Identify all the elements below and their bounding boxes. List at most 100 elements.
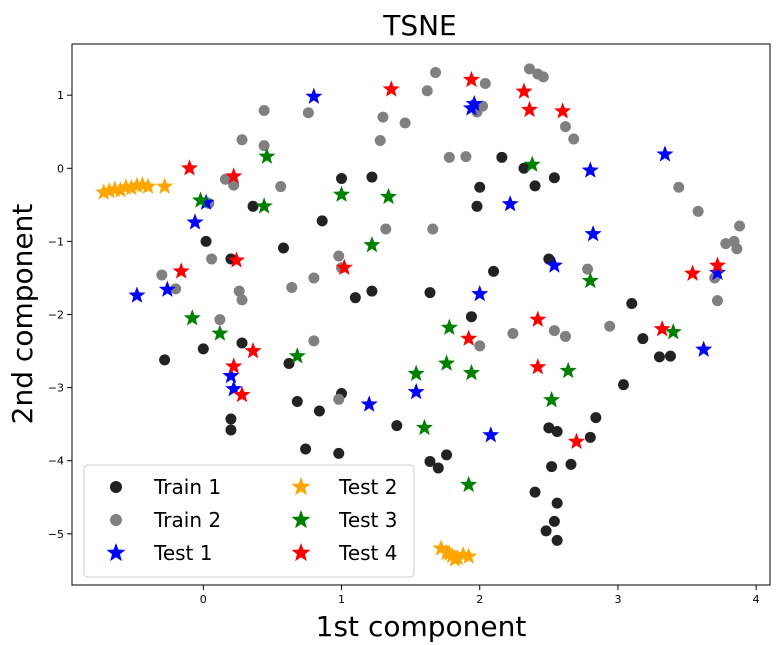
data-point-train-2 (214, 314, 226, 326)
data-point-test-1 (360, 395, 378, 412)
data-point-test-4 (653, 320, 671, 337)
data-point-test-3 (438, 354, 456, 371)
data-point-train-1 (291, 395, 303, 407)
data-point-train-2 (443, 151, 455, 163)
data-point-test-3 (379, 187, 398, 205)
data-point-train-2 (333, 393, 345, 405)
data-point-train-2 (275, 181, 287, 193)
legend-label: Test 3 (338, 508, 397, 532)
legend: Train 1 Train 2 Test 1 Test 2 Test 3 Test 4 (83, 464, 415, 578)
data-point-train-1 (200, 235, 212, 247)
data-point-train-2 (582, 263, 594, 275)
legend-marker (106, 543, 126, 562)
legend-label: Test 1 (153, 541, 212, 565)
data-point-test-1 (545, 256, 563, 273)
data-point-train-2 (711, 295, 723, 307)
data-point-train-2 (604, 320, 616, 332)
data-point-train-2 (559, 121, 571, 133)
data-point-test-4 (529, 358, 547, 375)
data-point-test-3 (543, 391, 561, 408)
data-point-test-4 (567, 432, 586, 449)
legend-box (83, 464, 415, 578)
x-tick-label: 2 (476, 593, 483, 606)
data-point-test-4 (227, 251, 246, 268)
data-point-train-2 (548, 325, 560, 337)
data-point-test-1 (501, 195, 519, 212)
data-point-test-2 (95, 183, 113, 200)
series-test-2 (95, 176, 478, 567)
x-tick-label: 1 (338, 593, 345, 606)
data-point-train-2 (427, 223, 439, 235)
data-point-test-3 (183, 309, 201, 326)
series-train-2 (156, 63, 746, 405)
data-point-test-2 (122, 179, 140, 196)
data-point-train-2 (568, 133, 580, 145)
data-point-train-1 (551, 425, 563, 437)
y-axis-label: 2nd component (6, 204, 39, 425)
series-train-1 (159, 151, 676, 546)
data-point-train-2 (286, 281, 298, 293)
data-point-train-1 (432, 462, 444, 474)
data-point-train-2 (430, 67, 442, 79)
data-point-test-3 (460, 475, 478, 493)
data-point-test-4 (684, 264, 702, 281)
series-test-1 (128, 87, 727, 443)
data-point-train-1 (546, 461, 558, 473)
data-point-test-2 (432, 539, 450, 556)
data-point-train-1 (543, 422, 555, 434)
data-marks (95, 63, 746, 567)
data-point-test-4 (708, 256, 727, 273)
data-point-train-1 (551, 497, 563, 509)
y-tick-label: 0 (57, 162, 64, 175)
data-point-train-1 (584, 431, 596, 443)
legend-marker (110, 481, 122, 493)
y-tick-label: −2 (48, 309, 64, 322)
data-point-train-2 (333, 250, 345, 262)
data-point-train-1 (637, 333, 649, 345)
data-point-test-3 (258, 147, 276, 164)
data-point-train-1 (653, 351, 665, 363)
legend-marker (291, 510, 311, 529)
data-point-test-3 (415, 418, 434, 436)
data-point-test-4 (225, 167, 243, 184)
data-point-train-1 (197, 343, 209, 355)
data-point-train-2 (399, 117, 411, 129)
data-point-test-2 (111, 181, 129, 198)
data-point-train-2 (219, 173, 231, 185)
data-point-train-2 (720, 238, 732, 250)
plot-frame (71, 43, 771, 586)
data-point-test-4 (180, 159, 199, 176)
data-point-test-1 (482, 426, 500, 443)
legend-marker (110, 514, 122, 526)
data-point-test-1 (695, 340, 713, 357)
data-point-test-3 (211, 324, 229, 341)
data-point-train-1 (465, 311, 477, 323)
data-point-train-2 (233, 285, 245, 297)
data-point-test-2 (156, 177, 174, 194)
x-axis-label: 1st component (316, 610, 527, 643)
data-point-train-1 (366, 285, 378, 297)
data-point-test-2 (139, 177, 157, 194)
data-point-test-1 (407, 382, 425, 400)
data-point-test-4 (382, 80, 400, 97)
data-point-test-3 (523, 155, 541, 172)
data-point-test-2 (460, 547, 478, 564)
data-point-train-1 (565, 458, 577, 470)
data-point-test-3 (191, 191, 210, 208)
data-point-test-4 (335, 258, 353, 275)
legend-marker (291, 543, 311, 562)
data-point-train-2 (673, 181, 685, 193)
data-point-train-2 (479, 77, 491, 89)
x-tick-label: 0 (200, 593, 207, 606)
data-point-train-1 (300, 443, 312, 455)
data-point-test-1 (225, 380, 243, 397)
data-point-train-1 (474, 181, 486, 193)
data-point-test-4 (244, 342, 262, 359)
y-tick-label: −4 (48, 455, 64, 468)
data-point-train-2 (734, 220, 746, 232)
data-point-train-1 (548, 515, 560, 527)
data-point-test-3 (440, 318, 458, 335)
data-point-train-2 (206, 253, 218, 265)
y-tick-label: −1 (48, 235, 64, 248)
